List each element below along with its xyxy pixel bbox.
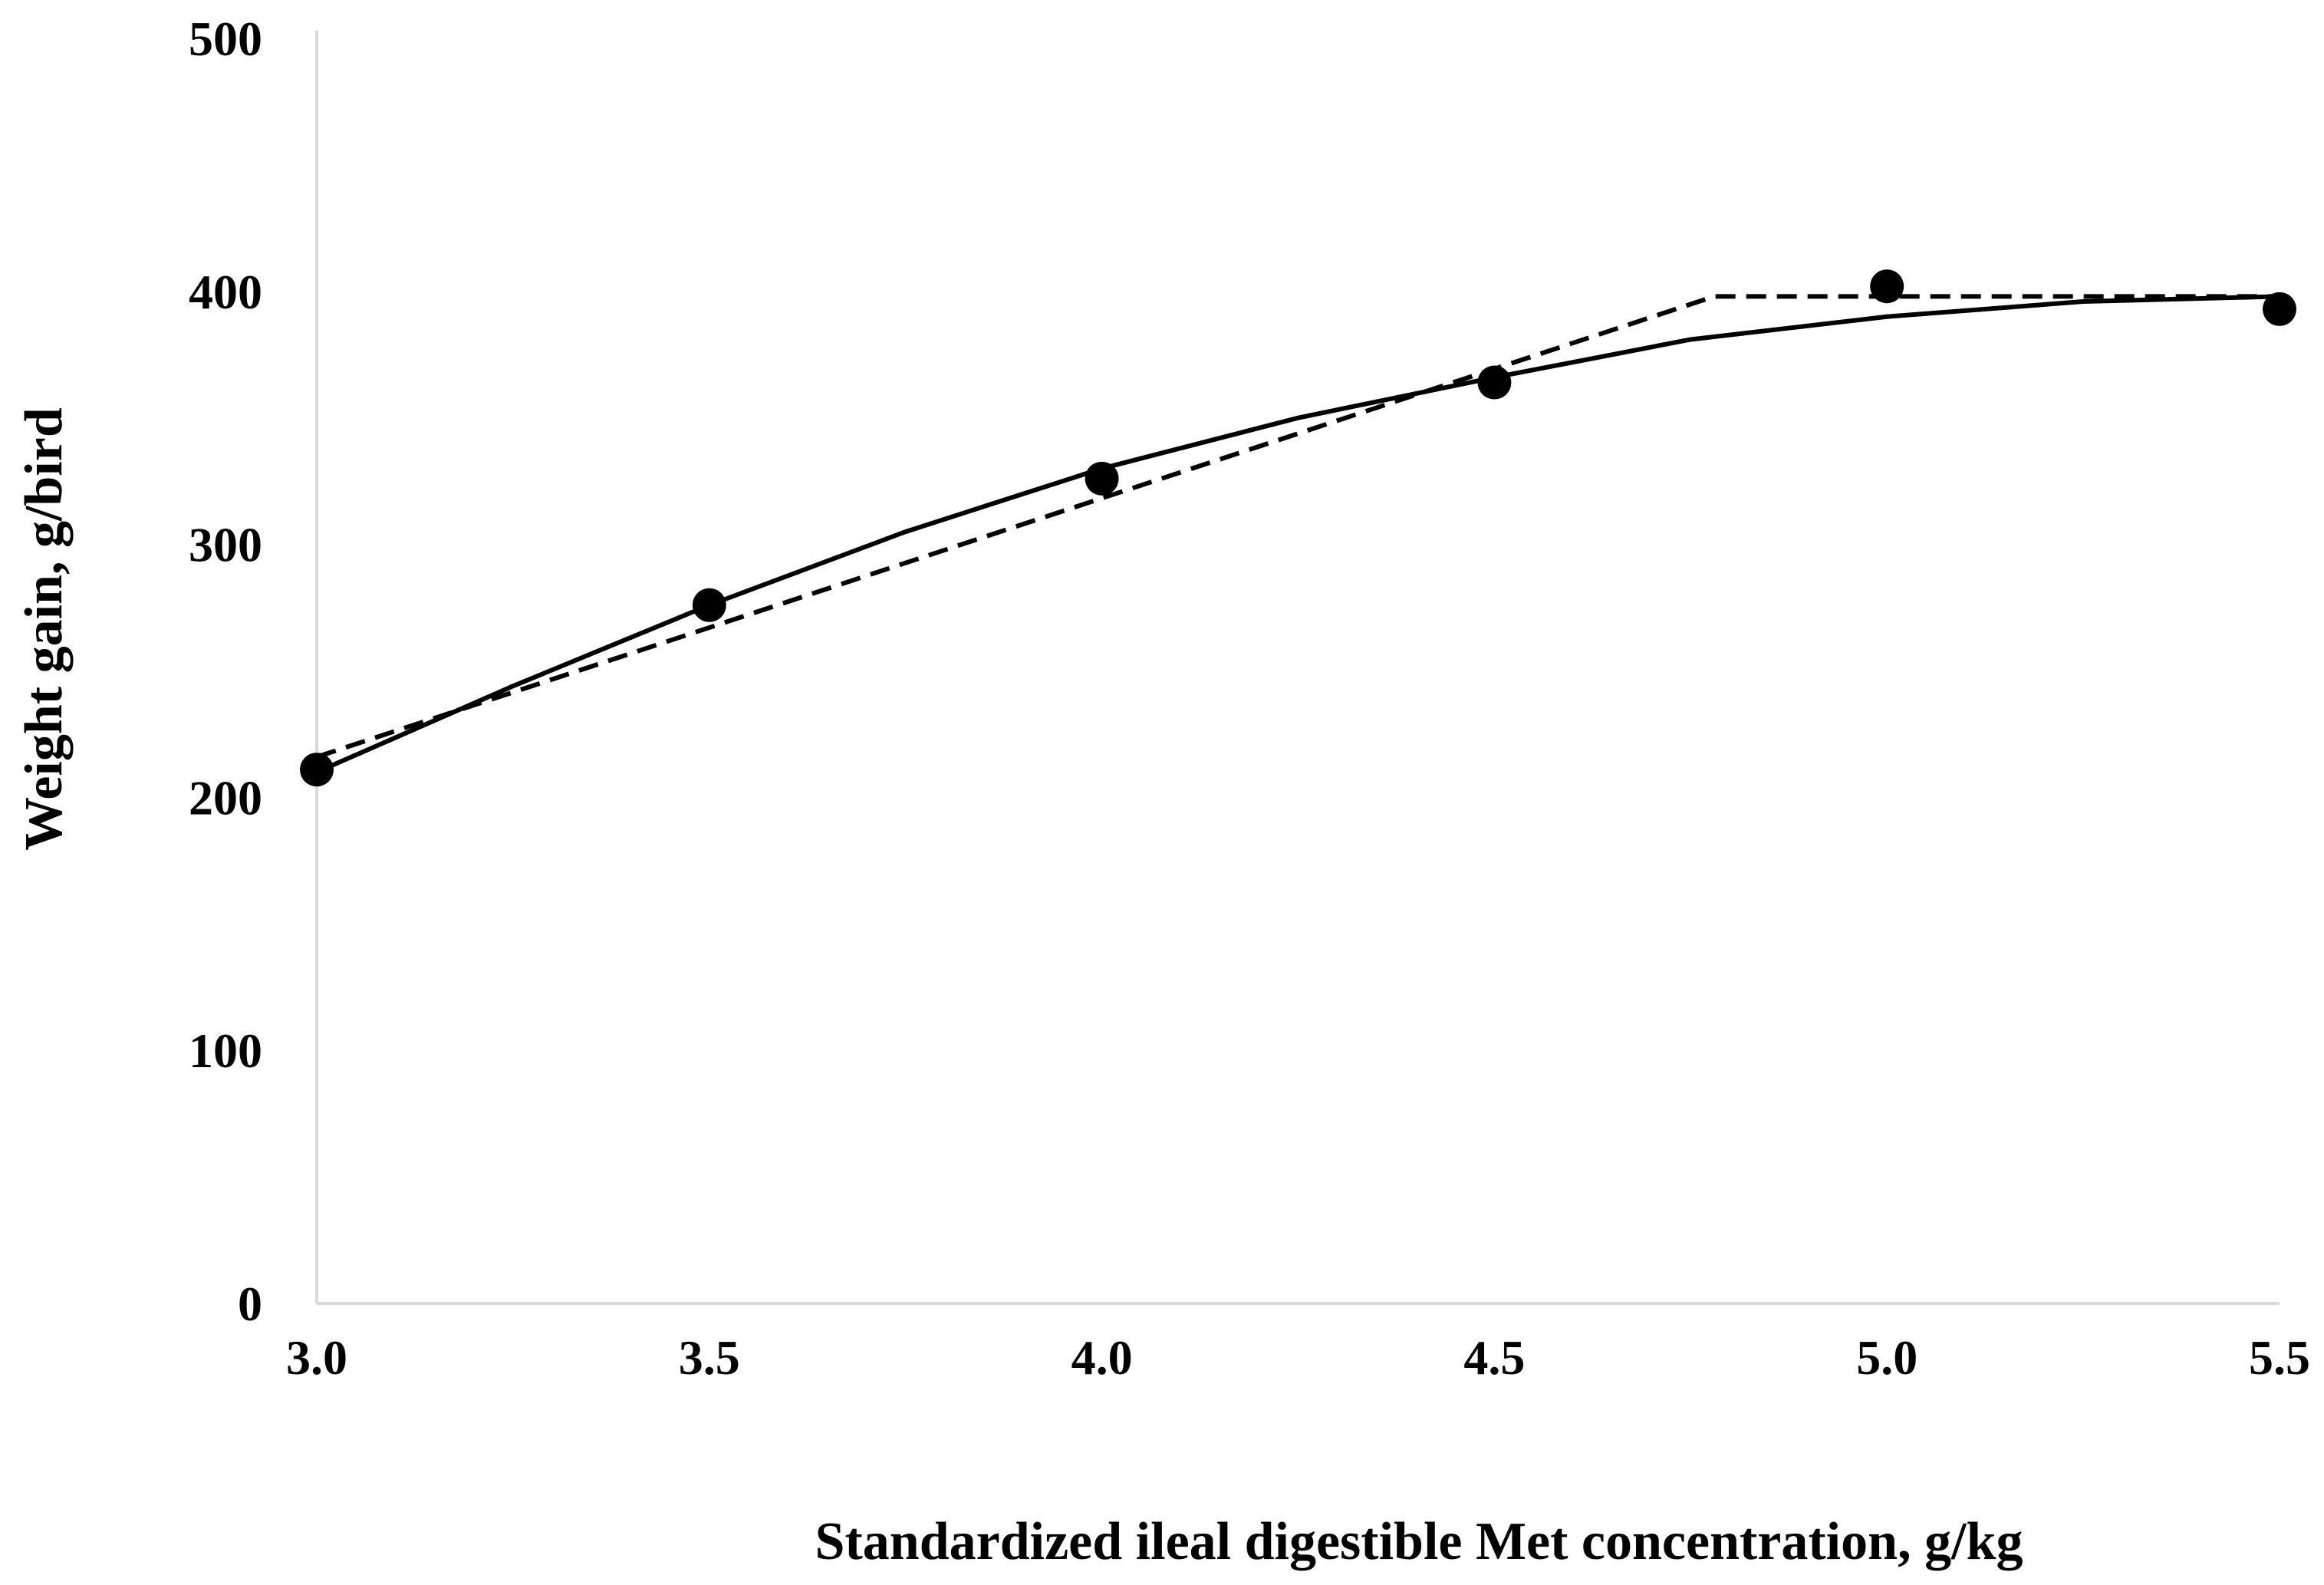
tick-labels: 3.0 3.5 4.0 4.5 5.0 5.5 0 100 200 300 400 500	[189, 12, 2310, 1385]
solid-curve-line	[314, 294, 2282, 775]
plot-area	[300, 269, 2296, 787]
y-axis-title: Weight gain, g/bird	[15, 407, 74, 851]
x-tick-label: 5.0	[1856, 1330, 1917, 1385]
data-point	[300, 753, 334, 787]
dashed-broken-line	[316, 294, 2280, 760]
axes	[315, 31, 2280, 1305]
y-tick-label: 300	[189, 518, 262, 572]
y-tick-label: 500	[189, 12, 262, 66]
x-tick-label: 3.5	[679, 1330, 740, 1385]
x-tick-label: 4.0	[1071, 1330, 1133, 1385]
y-tick-label: 0	[238, 1277, 262, 1331]
x-tick-label: 5.5	[2249, 1330, 2310, 1385]
x-tick-label: 3.0	[286, 1330, 347, 1385]
y-tick-label: 400	[189, 265, 262, 319]
x-tick-label: 4.5	[1463, 1330, 1525, 1385]
y-tick-label: 200	[189, 770, 262, 825]
x-axis-title: Standardized ileal digestible Met concen…	[815, 1512, 2023, 1571]
data-point	[2263, 292, 2296, 326]
y-tick-label: 100	[189, 1023, 262, 1078]
